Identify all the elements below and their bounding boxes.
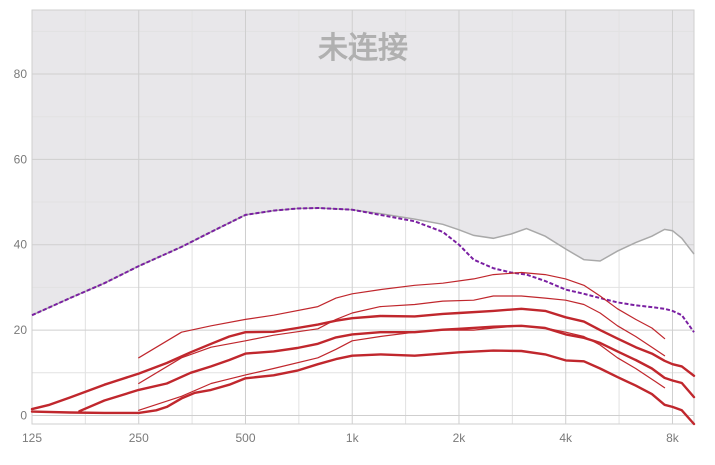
series-line-3	[138, 325, 666, 411]
shaded-region	[32, 10, 694, 316]
x-tick-label: 125	[22, 431, 42, 445]
x-tick-label: 1k	[346, 431, 360, 445]
shaded-region-layer	[32, 10, 694, 316]
axis-layer: 125 250 500 1k 2k 4k 8k 0 20 40 60 80	[14, 67, 680, 445]
y-tick-label: 20	[14, 323, 28, 337]
y-tick-label: 80	[14, 67, 28, 81]
series-line-6	[30, 349, 696, 426]
dashed-curve	[31, 206, 695, 333]
series-line-4	[30, 307, 696, 411]
connection-status-text: 未连接	[318, 31, 408, 66]
series-layer	[30, 206, 696, 426]
series-line-2	[138, 295, 666, 385]
plot-frame	[31, 9, 695, 425]
y-tick-label: 60	[14, 152, 28, 166]
x-tick-label: 8k	[666, 431, 680, 445]
x-tick-label: 250	[129, 431, 149, 445]
series-line-5	[78, 324, 696, 413]
series-line-1	[138, 271, 666, 359]
y-tick-label: 40	[14, 238, 28, 252]
x-tick-label: 500	[235, 431, 255, 445]
x-tick-label: 4k	[559, 431, 573, 445]
y-tick-label: 0	[20, 408, 27, 422]
x-tick-label: 2k	[453, 431, 467, 445]
